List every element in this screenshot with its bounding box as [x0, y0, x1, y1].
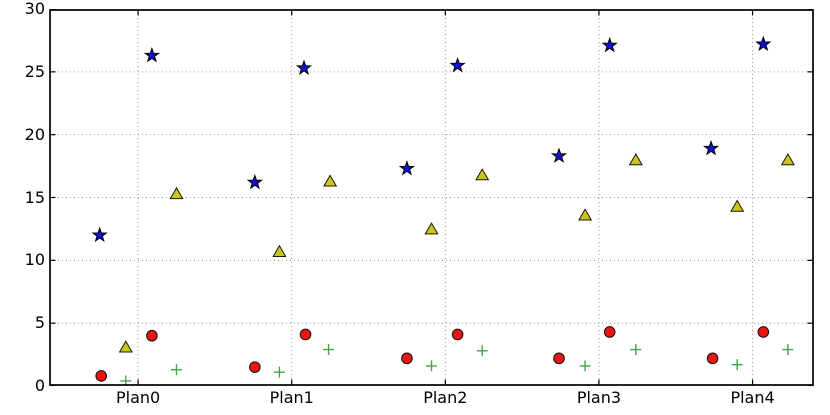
plot-canvas — [49, 9, 814, 386]
plot-frame — [49, 9, 814, 386]
circle-marker — [95, 370, 108, 382]
star-marker — [601, 36, 618, 53]
star-marker — [398, 160, 416, 176]
triangle-marker — [118, 340, 133, 353]
y-tick-label: 0 — [34, 376, 45, 395]
circle-marker — [757, 326, 770, 338]
star-marker — [550, 147, 568, 163]
triangle-marker — [169, 186, 184, 200]
star-marker — [702, 139, 720, 156]
triangle-marker — [780, 153, 795, 166]
triangle-marker — [628, 153, 643, 166]
grid-layer — [50, 10, 813, 385]
tick-layer — [50, 9, 813, 386]
y-tick-label: 15 — [24, 187, 45, 207]
triangle-marker — [475, 168, 490, 181]
marker-layer — [91, 35, 795, 386]
x-tick-label: Plan2 — [423, 388, 468, 407]
triangle-marker — [272, 244, 287, 257]
star-marker — [295, 59, 313, 75]
x-tick-label: Plan1 — [269, 388, 314, 407]
plus-marker — [171, 364, 182, 376]
triangle-marker — [730, 199, 745, 212]
plus-marker — [630, 344, 642, 356]
circle-marker — [249, 361, 261, 373]
circle-marker — [299, 328, 312, 341]
star-marker — [91, 226, 108, 243]
star-marker — [755, 35, 772, 52]
y-tick-label: 5 — [34, 313, 45, 333]
circle-marker — [146, 329, 158, 342]
x-tick-label: Plan3 — [576, 388, 622, 407]
y-tick-label: 20 — [24, 124, 45, 144]
star-marker — [143, 46, 161, 63]
y-tick-label: 10 — [24, 250, 45, 270]
circle-marker — [603, 326, 616, 338]
y-tick-label: 25 — [24, 61, 45, 81]
triangle-marker — [323, 174, 338, 187]
circle-marker — [553, 352, 565, 365]
plus-marker — [579, 360, 591, 372]
circle-marker — [451, 328, 464, 341]
plus-marker — [323, 344, 335, 356]
x-tick-label: Plan4 — [730, 388, 775, 407]
plus-marker — [782, 344, 794, 356]
circle-marker — [401, 352, 413, 365]
circle-marker — [706, 352, 719, 365]
plus-marker — [731, 359, 743, 371]
triangle-marker — [578, 208, 593, 221]
triangle-marker — [424, 222, 439, 235]
y-tick-label: 30 — [24, 0, 45, 18]
plus-marker — [476, 345, 488, 357]
star-marker — [449, 57, 466, 73]
star-marker — [246, 173, 263, 190]
plus-marker — [426, 360, 437, 372]
plus-marker — [273, 366, 285, 378]
x-tick-label: Plan0 — [115, 388, 161, 407]
